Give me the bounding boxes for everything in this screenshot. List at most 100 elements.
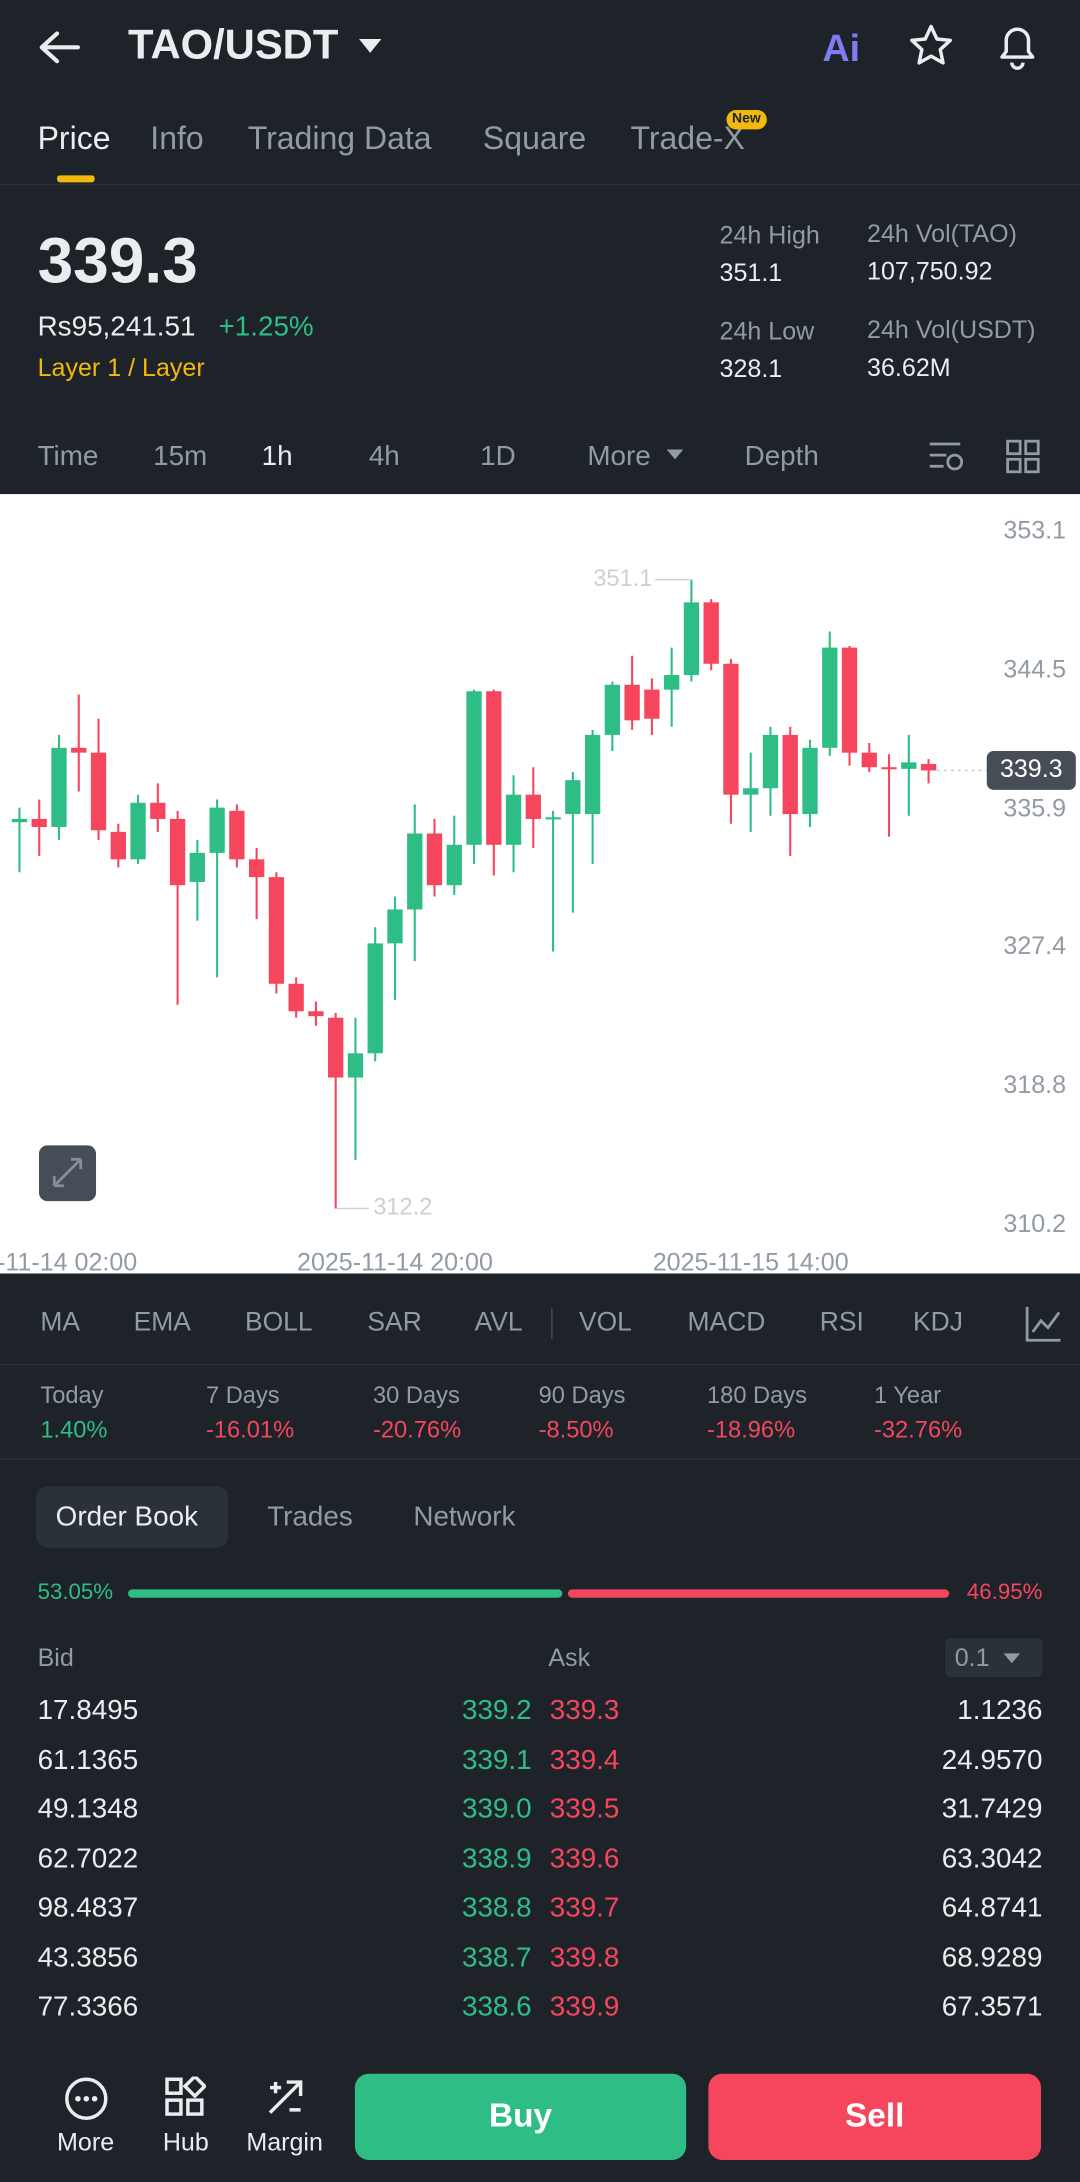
tab[interactable]: Square [482, 119, 587, 156]
candle-body [881, 767, 897, 770]
ask-quantity: 64.8741 [941, 1892, 1043, 1924]
back-button[interactable] [36, 28, 83, 67]
alert-button[interactable] [994, 21, 1041, 71]
book-tab[interactable]: Order Book [55, 1501, 198, 1533]
ask-price: 339.9 [549, 1991, 620, 2023]
tab[interactable]: Trading Data [247, 119, 432, 156]
low-label: 312.2 [373, 1195, 432, 1221]
last-price: 339.3 [37, 224, 198, 297]
ask-ratio-bar [567, 1589, 950, 1598]
precision[interactable]: 0.1 [954, 1643, 990, 1672]
candle-body [624, 684, 640, 721]
favorite-button[interactable] [907, 22, 954, 69]
candle-body [822, 647, 838, 748]
interval[interactable]: Depth [744, 441, 819, 472]
period-change: -32.76% [874, 1416, 963, 1444]
indicator[interactable]: EMA [133, 1308, 191, 1338]
indicator-settings[interactable] [1024, 1304, 1063, 1343]
book-tab[interactable]: Network [413, 1501, 516, 1533]
indicator[interactable]: VOL [578, 1308, 632, 1338]
interval[interactable]: Time [37, 441, 99, 472]
x-tick-label: 2025-11-15 14:00 [653, 1248, 849, 1273]
buy-button[interactable] [354, 2073, 687, 2160]
action-label[interactable]: Hub [162, 2127, 209, 2156]
sell-button[interactable] [708, 2073, 1042, 2160]
pair-title[interactable]: TAO/USDT [128, 22, 339, 69]
y-tick-label: 310.2 [1003, 1210, 1066, 1238]
stat-label: 24h Vol(USDT) [867, 315, 1036, 344]
period-change: 1.40% [40, 1416, 108, 1444]
bid-quantity: 61.1365 [37, 1744, 139, 1776]
candle-body [545, 817, 561, 820]
last-price-label: 339.3 [1000, 755, 1063, 783]
candle-body [446, 844, 462, 886]
interval[interactable]: More [587, 441, 651, 472]
candle-body [901, 762, 917, 769]
action-label[interactable]: More [57, 2127, 115, 2156]
candle-body [328, 1017, 344, 1078]
indicator[interactable]: MACD [687, 1308, 766, 1338]
book-tab[interactable]: Trades [267, 1501, 353, 1533]
bid-quantity: 98.4837 [37, 1892, 139, 1924]
interval[interactable]: 1D [480, 441, 516, 472]
tab-pill [36, 1486, 229, 1548]
candle-body [703, 602, 719, 664]
interval[interactable]: 15m [153, 441, 208, 472]
indicator[interactable]: AVL [474, 1308, 523, 1338]
candle-body [169, 818, 186, 886]
period-change: -8.50% [538, 1416, 614, 1444]
ai-button[interactable]: Ai [822, 27, 861, 70]
candle-body [387, 909, 403, 944]
bid-price: 339.0 [461, 1793, 532, 1825]
action-label[interactable]: Margin [246, 2127, 323, 2156]
interval[interactable]: 4h [368, 441, 400, 472]
sell-label[interactable]: Sell [844, 2097, 905, 2135]
bid-ratio-bar [128, 1589, 563, 1598]
bid-quantity: 62.7022 [37, 1843, 139, 1874]
hub-icon[interactable] [164, 2076, 206, 2118]
buy-label[interactable]: Buy [488, 2097, 553, 2135]
indicator[interactable]: BOLL [244, 1308, 313, 1338]
category-tag[interactable]: Layer 1 / Layer [37, 353, 205, 382]
candle-body [150, 802, 166, 819]
ask-quantity: 24.9570 [941, 1744, 1043, 1776]
tab[interactable]: Info [150, 119, 204, 156]
candle-body [367, 943, 383, 1054]
candle-body [308, 1011, 324, 1017]
candle-body [51, 747, 67, 828]
interval[interactable]: 1h [261, 441, 293, 472]
precision-select[interactable] [944, 1638, 1043, 1678]
candle-body [723, 663, 739, 795]
period-change: -18.96% [707, 1416, 796, 1444]
y-tick-label: 327.4 [1003, 932, 1066, 960]
candle-body [683, 602, 700, 676]
bid-quantity: 17.8495 [37, 1695, 139, 1726]
indicator[interactable]: MA [40, 1308, 81, 1338]
ask-quantity: 68.9289 [941, 1942, 1043, 1973]
indicator[interactable]: KDJ [912, 1308, 963, 1338]
candlestick-chart[interactable]: 353.1 344.5 335.9 327.4 318.8 310.2 2025-11-14… [0, 494, 1080, 1273]
column-header: Ask [548, 1643, 591, 1672]
stat-value: 351.1 [719, 258, 783, 287]
indicator[interactable]: SAR [367, 1308, 422, 1338]
period-label: 7 Days [205, 1382, 280, 1409]
fullscreen-button[interactable] [38, 1144, 98, 1202]
layout-button[interactable] [1005, 438, 1041, 474]
margin-icon[interactable] [264, 2076, 306, 2118]
candle-body [861, 752, 877, 768]
indicator[interactable]: RSI [819, 1308, 864, 1338]
bid-quantity: 49.1348 [37, 1793, 139, 1825]
stat-value: 36.62M [867, 353, 951, 382]
tab[interactable]: Price [37, 119, 111, 156]
ask-quantity: 1.1236 [957, 1695, 1043, 1726]
y-tick-label: 335.9 [1003, 795, 1066, 823]
tab[interactable]: Trade-X [630, 119, 745, 156]
more-icon[interactable] [64, 2076, 109, 2121]
candle-body [426, 833, 443, 886]
precision-dropdown[interactable] [1002, 1652, 1021, 1665]
chart-settings[interactable] [927, 438, 966, 474]
more-dropdown[interactable] [665, 448, 684, 461]
pair-dropdown[interactable] [358, 38, 383, 55]
